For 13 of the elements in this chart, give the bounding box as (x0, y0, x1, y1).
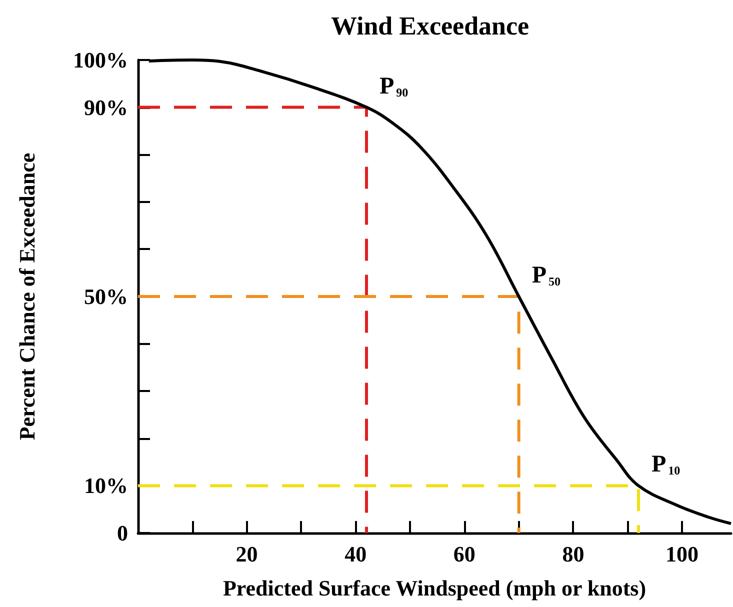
y-tick-label: 90% (84, 94, 128, 120)
x-tick-label: 60 (453, 542, 476, 566)
y-tick-label: 50% (84, 284, 128, 309)
x-tick-label: 40 (344, 542, 367, 566)
chart-title: Wind Exceedance (330, 12, 530, 40)
x-tick-label: 100 (666, 542, 699, 566)
y-axis-title: Percent Chance of Exceedance (14, 152, 40, 440)
y-tick-label: 100% (73, 48, 128, 72)
y-tick-label: 0 (117, 520, 128, 546)
y-tick-label: 10% (84, 473, 128, 498)
x-axis-title: Predicted Surface Windspeed (mph or knots) (222, 576, 646, 600)
x-tick-label: 20 (236, 542, 258, 566)
x-tick-label: 80 (562, 542, 584, 566)
